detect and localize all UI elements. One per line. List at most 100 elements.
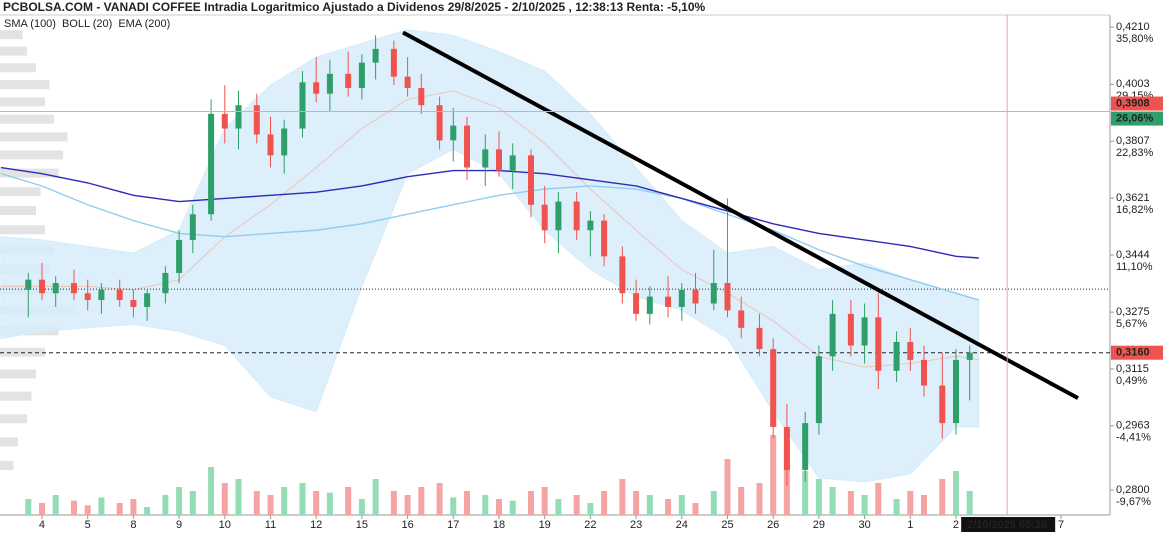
x-tick-label: 15	[356, 519, 368, 531]
candle-body	[235, 105, 242, 129]
volume-profile-bar	[0, 369, 36, 379]
candle-body	[116, 289, 123, 301]
candle-body	[418, 87, 425, 106]
volume-bar	[464, 491, 471, 515]
volume-bar	[116, 503, 123, 515]
volume-bar	[921, 495, 928, 515]
x-tick-label: 1	[907, 519, 913, 531]
candle-body	[952, 359, 959, 424]
x-tick-label: 30	[858, 519, 870, 531]
volume-bar	[756, 483, 763, 515]
candle-body	[921, 359, 928, 386]
crosshair-x-label: 2/10/2025 05:26	[967, 519, 1047, 531]
volume-bar	[221, 483, 228, 515]
candle-body	[619, 256, 626, 294]
crosshair-x-box	[961, 517, 1056, 532]
volume-bar	[829, 487, 836, 515]
y-pct-label: 16,82%	[1116, 204, 1154, 216]
x-tick-label: 10	[219, 519, 231, 531]
candle-body	[724, 283, 731, 311]
candle-body	[130, 300, 137, 307]
x-tick-label: 7	[1058, 519, 1064, 531]
candle-body	[601, 220, 608, 257]
y-pct-label: -4,41%	[1116, 432, 1151, 444]
volume-profile-bar	[0, 46, 27, 56]
candle-body	[299, 82, 306, 129]
y-tick-label: 0,3444	[1116, 249, 1150, 261]
candle-body	[847, 313, 854, 346]
candle-body	[84, 293, 91, 301]
candle-body	[162, 272, 169, 294]
volume-bar	[281, 487, 288, 515]
y-tick-label: 0,2800	[1116, 484, 1150, 496]
volume-profile-bar	[0, 114, 54, 124]
volume-bar	[358, 499, 365, 515]
y-tick-label: 0,3275	[1116, 306, 1150, 318]
candle-body	[38, 279, 45, 294]
candle-body	[176, 239, 183, 273]
volume-bar	[966, 491, 973, 515]
volume-bar	[144, 507, 151, 515]
x-tick-label: 23	[630, 519, 642, 531]
legend-label: BOLL (20)	[62, 18, 112, 30]
candle-body	[861, 317, 868, 346]
y-tick-label: 0,3115	[1116, 363, 1149, 375]
legend-label: EMA (200)	[118, 18, 170, 30]
volume-bar	[587, 503, 594, 515]
candle-body	[281, 128, 288, 156]
trend-line	[402, 30, 1079, 400]
volume-bar	[633, 491, 640, 515]
y-pct-label: -9,67%	[1116, 496, 1151, 508]
volume-bar	[84, 505, 91, 515]
x-tick-label: 18	[493, 519, 505, 531]
candle-body	[907, 341, 914, 360]
x-tick-label: 29	[813, 519, 825, 531]
volume-bar	[253, 491, 260, 515]
candle-body	[144, 293, 151, 307]
candle-body	[710, 283, 717, 304]
x-tick-label: 9	[176, 519, 182, 531]
candle-body	[98, 289, 105, 301]
crosshair-y-box	[1111, 96, 1163, 111]
volume-bar	[70, 500, 77, 515]
volume-bar	[815, 479, 822, 515]
candle-body	[633, 293, 640, 314]
volume-bar	[527, 491, 534, 515]
volume-bar	[601, 491, 608, 515]
volume-profile-bar	[0, 30, 23, 40]
volume-bar	[404, 495, 411, 515]
candle-body	[939, 385, 946, 424]
y-pct-label: 35,80%	[1116, 33, 1154, 45]
price-label-box	[1111, 345, 1163, 360]
candle-body	[345, 73, 352, 88]
x-tick-label: 17	[447, 519, 459, 531]
candle-body	[358, 62, 365, 88]
crosshair-y-label: 0,3908	[1116, 97, 1150, 109]
crosshair-pct-box	[1111, 111, 1163, 126]
y-tick-label: 0,3807	[1116, 135, 1150, 147]
volume-bar	[25, 499, 32, 515]
volume-profile-bar	[0, 414, 27, 424]
volume-profile-bar	[0, 80, 50, 90]
y-tick-label: 0,4003	[1116, 78, 1150, 90]
x-tick-label: 4	[39, 519, 45, 531]
candle-body	[482, 149, 489, 168]
volume-bar	[450, 497, 457, 515]
volume-profile-bar	[0, 437, 18, 447]
volume-bar	[313, 491, 320, 515]
x-tick-label: 26	[767, 519, 779, 531]
candle-body	[326, 73, 333, 94]
volume-bar	[939, 479, 946, 515]
volume-bar	[646, 495, 653, 515]
candle-body	[221, 113, 228, 129]
volume-bar	[555, 499, 562, 515]
volume-profile-bar	[0, 391, 32, 401]
x-tick-label: 5	[85, 519, 91, 531]
candle-body	[738, 310, 745, 328]
volume-bar	[235, 479, 242, 515]
volume-profile-bar	[0, 150, 63, 160]
volume-bar	[619, 479, 626, 515]
candle-body	[509, 155, 516, 171]
volume-bar	[724, 459, 731, 515]
